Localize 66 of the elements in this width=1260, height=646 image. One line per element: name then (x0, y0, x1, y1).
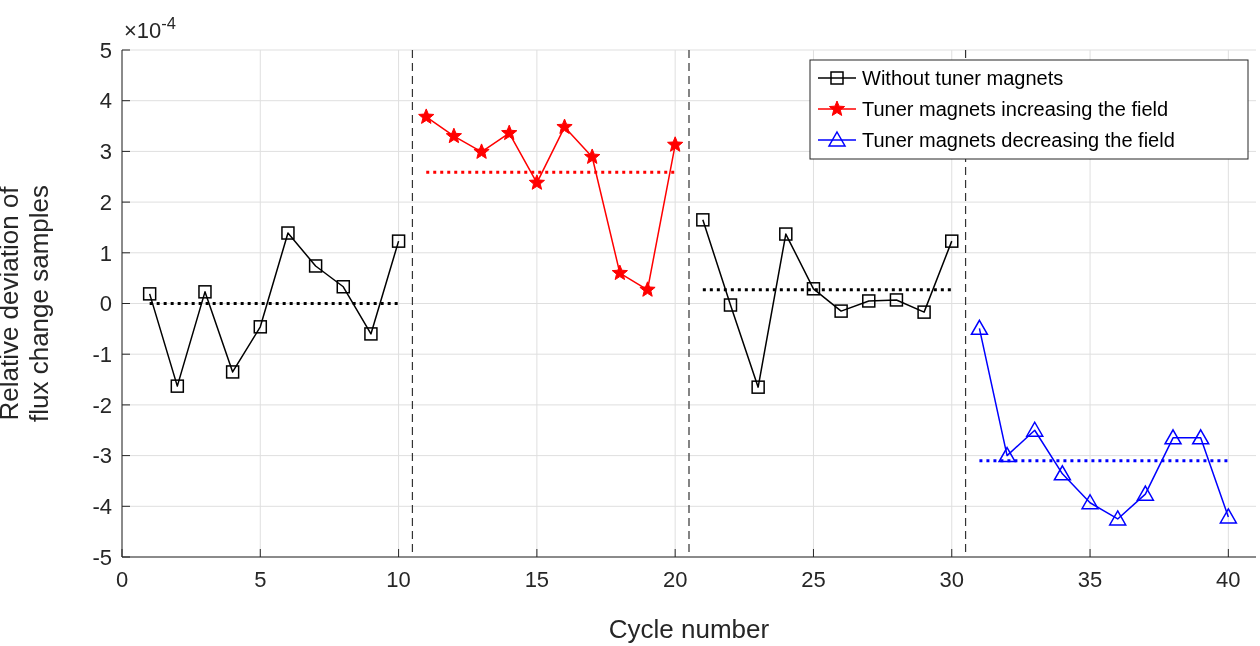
point (917, 305, 931, 319)
x-tick-label: 35 (1077, 567, 1103, 592)
point (723, 298, 738, 312)
point (501, 124, 518, 141)
x-tick-label: 0 (115, 567, 129, 592)
point (170, 379, 185, 393)
y-axis-title: Relative deviation of flux change samples (0, 184, 54, 423)
point (473, 143, 490, 159)
y-tick-label: -2 (92, 392, 112, 418)
legend-label: Tuner magnets decreasing the field (862, 129, 1175, 151)
point (998, 446, 1016, 463)
point (1081, 494, 1099, 510)
point (336, 280, 351, 294)
point (779, 227, 793, 241)
y-tick-label: 0 (99, 291, 112, 317)
y-tick-label: -3 (92, 443, 112, 469)
point (1025, 421, 1044, 437)
point (945, 234, 959, 248)
y-tick-label: 1 (99, 240, 112, 266)
point (556, 118, 573, 135)
y-tick-label: 4 (99, 88, 112, 114)
point (862, 294, 876, 308)
point (696, 213, 710, 227)
x-tick-label: 5 (254, 567, 267, 592)
point (418, 108, 435, 124)
x-tick-label: 25 (801, 567, 826, 592)
point (806, 282, 821, 296)
point (889, 293, 904, 307)
x-tick-label: 10 (386, 567, 411, 592)
point (445, 127, 463, 144)
point (667, 136, 684, 152)
point (225, 365, 240, 379)
y-tick-label: 2 (99, 189, 112, 215)
point (639, 281, 656, 297)
point (198, 285, 212, 299)
point (1191, 429, 1210, 445)
point (364, 327, 378, 341)
y-tick-label: -5 (92, 544, 112, 570)
point (308, 259, 323, 273)
y-tick-label: 3 (99, 139, 112, 165)
point (391, 234, 406, 248)
y-tick-label: -1 (92, 341, 112, 367)
point (611, 264, 628, 281)
legend-label: Tuner magnets increasing the field (862, 98, 1169, 120)
point (281, 226, 295, 240)
x-tick-label: 30 (939, 567, 964, 592)
point (528, 174, 545, 190)
x-tick-label: 40 (1216, 567, 1241, 592)
x-axis-title: Cycle number (608, 614, 770, 644)
point (1108, 510, 1127, 526)
point (1164, 429, 1182, 445)
point (584, 148, 601, 164)
point (834, 304, 848, 318)
point (1219, 508, 1238, 524)
legend-label: Without tuner magnets (862, 67, 1064, 89)
point (1053, 465, 1072, 481)
point (253, 320, 268, 334)
point (751, 380, 765, 394)
point (142, 287, 157, 301)
point (970, 319, 989, 336)
point (1136, 485, 1155, 501)
y-tick-label: -4 (92, 494, 112, 519)
x-tick-label: 15 (524, 567, 550, 592)
x-tick-label: 20 (662, 567, 688, 592)
y-tick-label: 5 (99, 37, 112, 63)
text: ×10$^{-4}$ (124, 14, 176, 43)
